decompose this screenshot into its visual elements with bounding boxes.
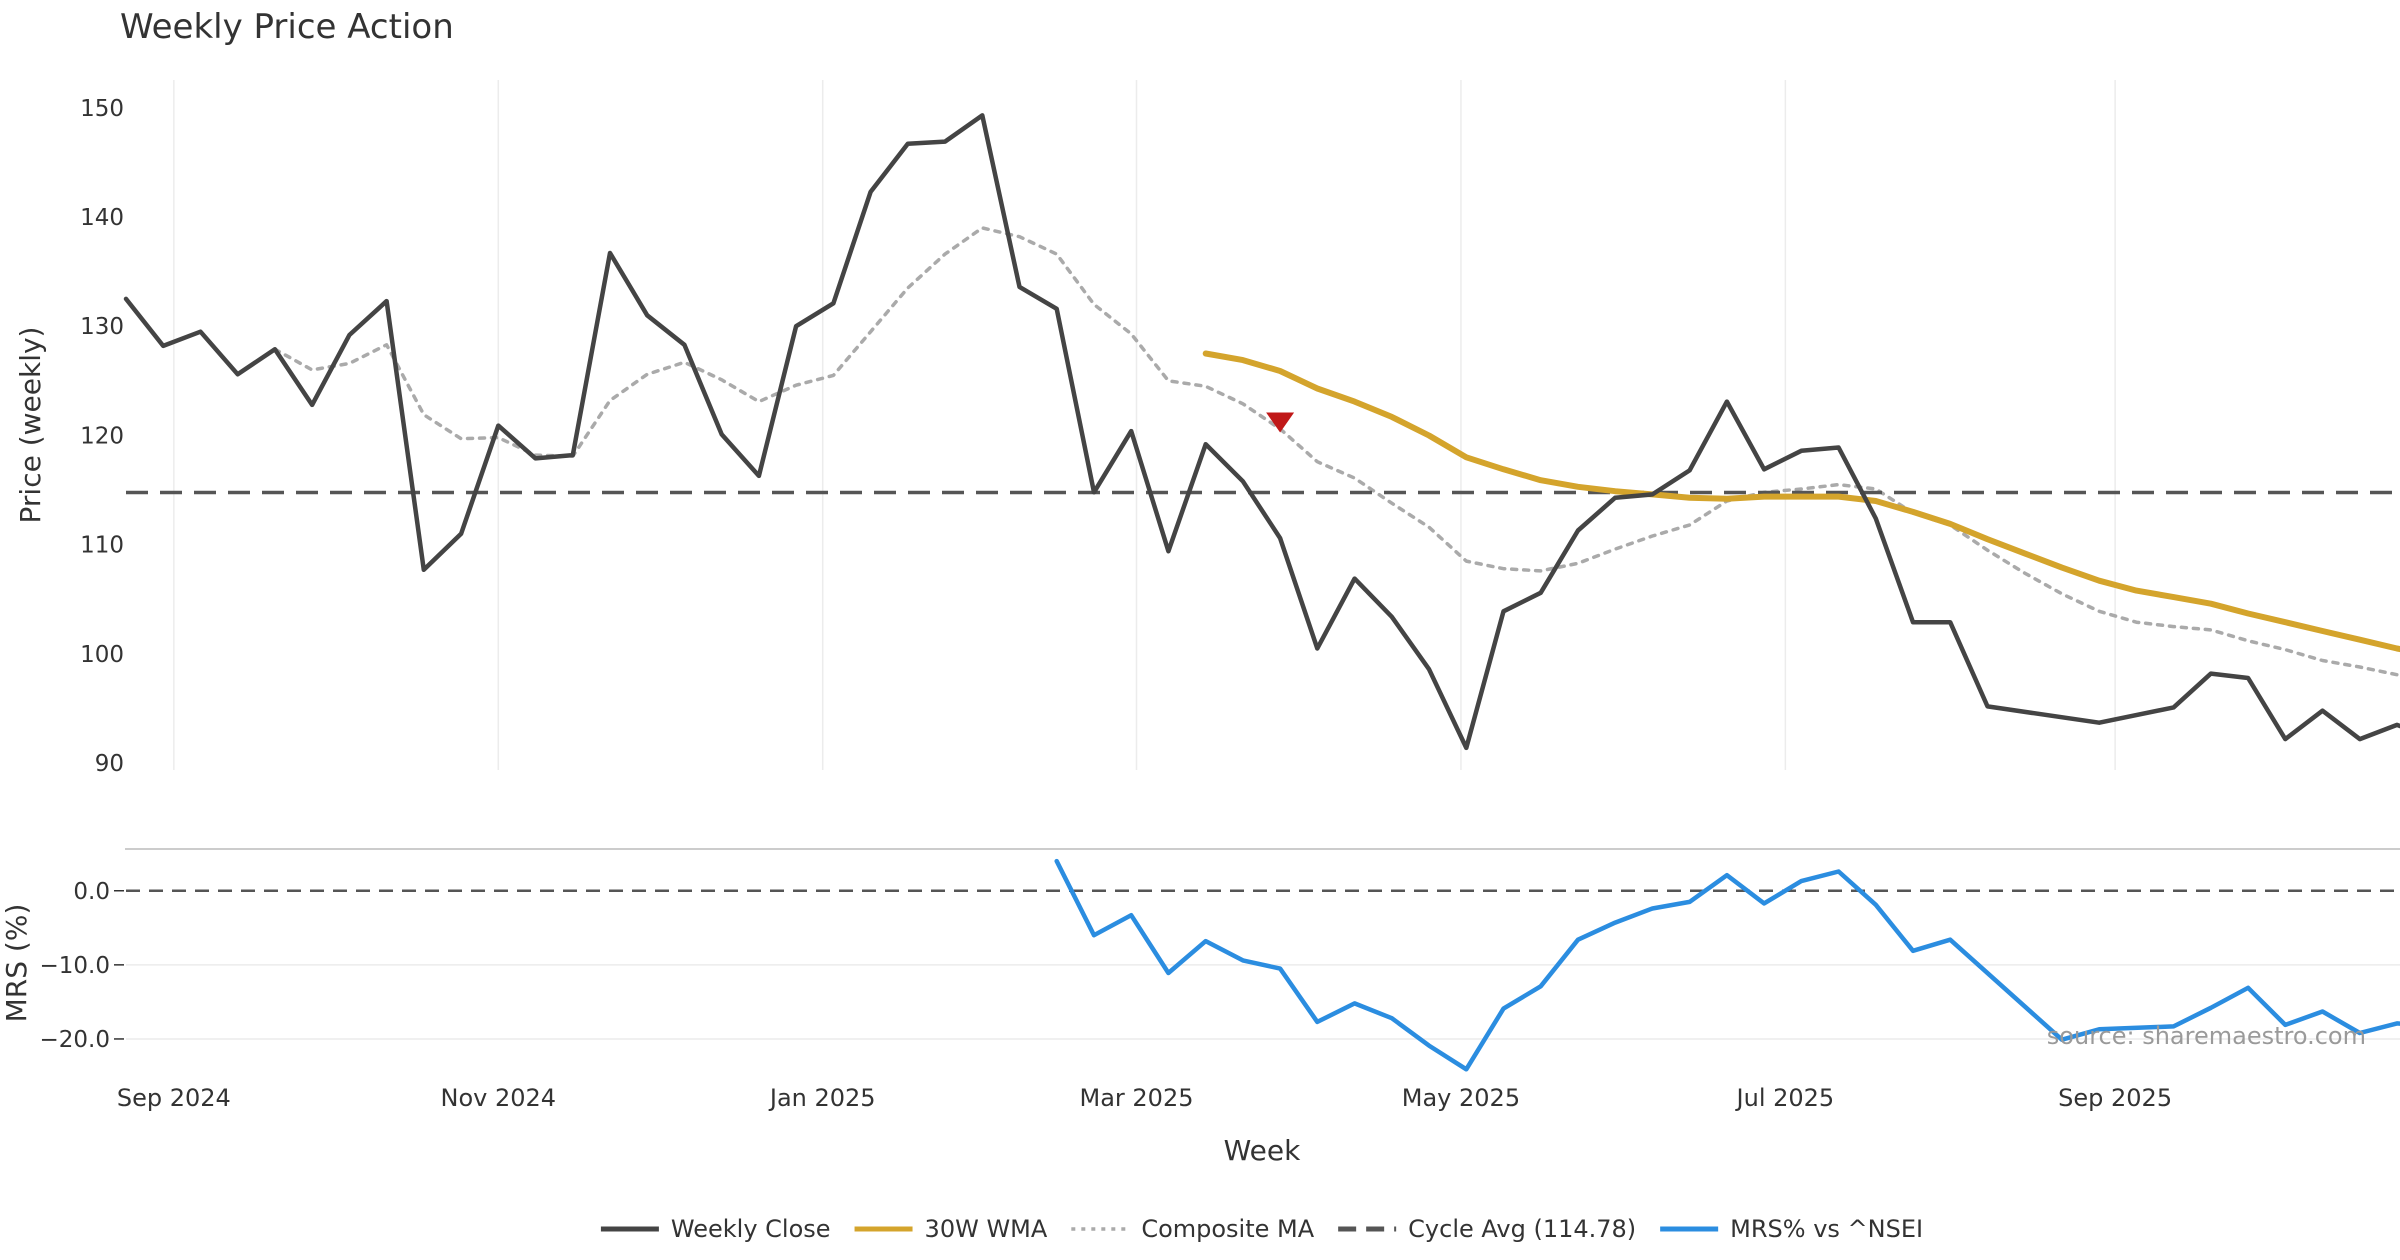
- legend-cycle-avg-114-78-label: Cycle Avg (114.78): [1408, 1215, 1636, 1243]
- price-y-axis-label: Price (weekly): [14, 327, 47, 524]
- mrs-y-axis-label: MRS (%): [0, 904, 33, 1023]
- x-axis-label: Week: [1224, 1134, 1301, 1167]
- price-y-ticks: 90 100 110 120 130 140 150: [80, 96, 124, 777]
- x-tick-sep-2024: Sep 2024: [117, 1084, 231, 1112]
- x-tick-jan-2025: Jan 2025: [768, 1084, 876, 1112]
- x-ticks: Sep 2024 Nov 2024 Jan 2025 Mar 2025 May 2025…: [117, 1084, 2172, 1112]
- series-mrs-vs-nsei: [1054, 858, 2400, 1072]
- y-tick-140: 140: [80, 205, 124, 231]
- y-tick-130: 130: [80, 314, 124, 340]
- y-tick-120: 120: [80, 423, 124, 449]
- mrs-y-tick-10-0: −10.0: [40, 953, 110, 979]
- y-tick-150: 150: [80, 96, 124, 122]
- price-markers: [1266, 412, 1295, 433]
- series-composite-ma: [273, 226, 2400, 677]
- source-note: source: sharemaestro.com: [2047, 1022, 2366, 1050]
- mrs-y-ticks: 0.0 −10.0 −20.0: [40, 879, 124, 1053]
- y-tick-90: 90: [95, 751, 124, 777]
- series-30w-wma: [1202, 350, 2400, 653]
- y-tick-110: 110: [80, 533, 124, 559]
- x-tick-may-2025: May 2025: [1402, 1084, 1520, 1112]
- legend-mrs-vs-nsei-label: MRS% vs ^NSEI: [1730, 1215, 1923, 1243]
- series-weekly-close: [123, 113, 2400, 751]
- mrs-y-tick-20-0: −20.0: [40, 1027, 110, 1053]
- legend-30w-wma-label: 30W WMA: [925, 1215, 1048, 1243]
- legend-composite-ma-label: Composite MA: [1141, 1215, 1314, 1243]
- x-tick-jul-2025: Jul 2025: [1735, 1084, 1835, 1112]
- mrs-y-tick-0-0: 0.0: [73, 879, 110, 905]
- signal-marker-0: [1266, 412, 1295, 433]
- x-tick-mar-2025: Mar 2025: [1080, 1084, 1194, 1112]
- y-tick-100: 100: [80, 642, 124, 668]
- x-tick-sep-2025: Sep 2025: [2058, 1084, 2172, 1112]
- price-series: [123, 113, 2400, 751]
- chart-title: Weekly Price Action: [120, 7, 454, 47]
- x-tick-nov-2024: Nov 2024: [441, 1084, 557, 1112]
- legend-weekly-close-label: Weekly Close: [671, 1215, 831, 1243]
- price-panel-grid: [173, 80, 2116, 770]
- legend: Weekly Close 30W WMA Composite MA Cycle Avg…: [600, 1215, 1923, 1243]
- mrs-series: [1054, 858, 2400, 1072]
